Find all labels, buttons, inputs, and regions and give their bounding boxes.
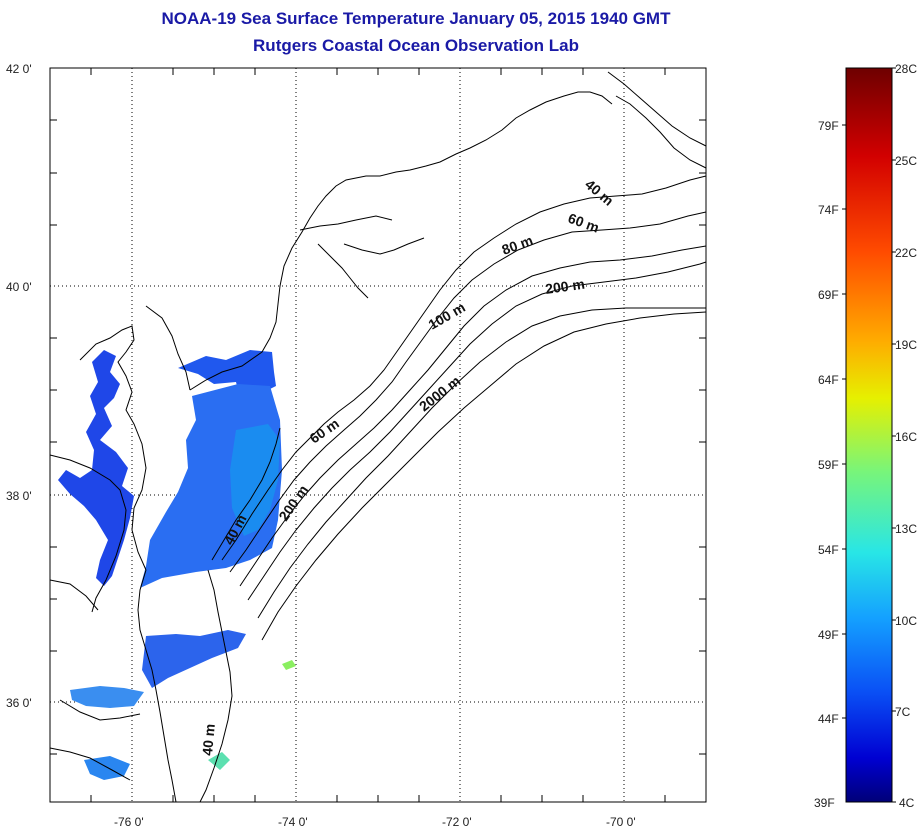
colorbar-celsius-labels: 28C 25C 22C 19C 16C 13C 10C 7C 4C — [895, 62, 917, 810]
colorbar-fahrenheit-labels: 79F 74F 69F 64F 59F 54F 49F 44F 39F — [814, 119, 839, 810]
colorbar-f-label: 44F — [818, 712, 839, 726]
sst-pamlico-south — [70, 686, 144, 708]
colorbar-c-label: 28C — [895, 62, 917, 76]
colorbar-c-label: 16C — [895, 430, 917, 444]
lat-label: 40 0' — [6, 280, 32, 294]
lon-label: -74 0' — [278, 815, 308, 829]
colorbar-c-label: 4C — [899, 796, 915, 810]
grid-lines — [50, 68, 706, 802]
color-bar-gradient — [845, 67, 893, 803]
colorbar-f-label: 54F — [818, 543, 839, 557]
colorbar-c-label: 22C — [895, 246, 917, 260]
lat-label: 38 0' — [6, 489, 32, 503]
sst-chesapeake-bay — [58, 350, 134, 586]
sst-shelf-warm — [230, 424, 280, 536]
colorbar-f-label: 79F — [818, 119, 839, 133]
colorbar-f-label: 59F — [818, 458, 839, 472]
longitude-labels: -76 0' -74 0' -72 0' -70 0' — [114, 815, 636, 829]
colorbar-c-label: 7C — [895, 705, 911, 719]
latitude-labels: 42 0' 40 0' 38 0' 36 0' — [6, 62, 32, 710]
sst-pamlico-north — [142, 630, 246, 688]
colorbar-c-label: 19C — [895, 338, 917, 352]
bathymetry-contours — [221, 71, 707, 641]
colorbar-f-label: 69F — [818, 288, 839, 302]
contour-label-200m-north: 200 m — [544, 276, 586, 297]
map-subtitle: Rutgers Coastal Ocean Observation Lab — [253, 36, 579, 55]
colorbar-f-label: 64F — [818, 373, 839, 387]
contour-label-40m-south: 40 m — [199, 723, 218, 756]
colorbar-c-label: 10C — [895, 614, 917, 628]
lon-label: -70 0' — [606, 815, 636, 829]
map-frame — [49, 67, 707, 803]
frame-ticks — [50, 68, 706, 802]
colorbar-c-label: 13C — [895, 522, 917, 536]
colorbar-f-label: 74F — [818, 203, 839, 217]
sst-warm-specks — [208, 752, 230, 770]
sst-data — [58, 350, 296, 780]
colorbar-c-label: 25C — [895, 154, 917, 168]
lon-label: -72 0' — [442, 815, 472, 829]
color-bar: 79F 74F 69F 64F 59F 54F 49F 44F 39F 28C … — [814, 62, 917, 810]
map-title: NOAA-19 Sea Surface Temperature January … — [161, 9, 671, 28]
sst-green-specks — [282, 660, 296, 670]
lon-label: -76 0' — [114, 815, 144, 829]
coastlines — [49, 91, 613, 803]
lat-label: 42 0' — [6, 62, 32, 76]
colorbar-f-label: 39F — [814, 796, 835, 810]
colorbar-f-label: 49F — [818, 628, 839, 642]
lat-label: 36 0' — [6, 696, 32, 710]
